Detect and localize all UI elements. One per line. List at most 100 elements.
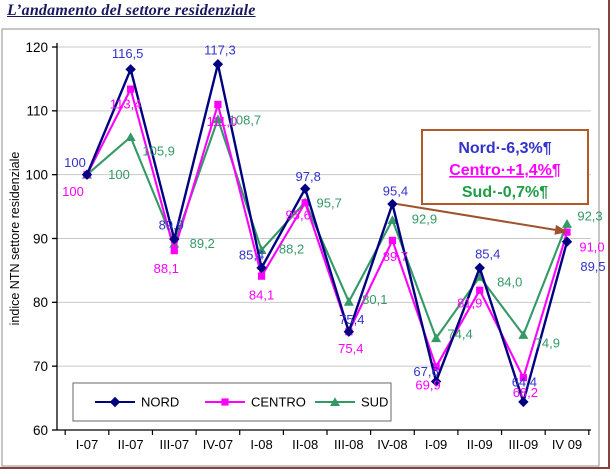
data-label: 64,4 — [512, 374, 537, 389]
x-tick-label: II-08 — [292, 437, 318, 452]
data-label: 95,6 — [286, 207, 311, 222]
data-point — [561, 236, 573, 247]
data-label: 75,4 — [338, 341, 363, 356]
data-point — [431, 333, 442, 343]
data-label: 113,4 — [110, 97, 142, 112]
data-point — [518, 396, 529, 408]
data-label: 81,9 — [457, 296, 482, 311]
data-label: 84,0 — [497, 274, 522, 289]
data-point — [127, 85, 135, 93]
data-point — [257, 272, 266, 280]
data-label: 74,4 — [447, 327, 472, 342]
x-tick-label: IV-08 — [377, 437, 407, 452]
data-labels: 100 116,5 89,9 117,3 85,4 97,8 75,4 95,4 67,6 85,… — [62, 43, 606, 400]
legend-item-nord: NORD — [95, 395, 179, 410]
data-point — [518, 330, 529, 339]
data-point — [387, 215, 398, 224]
data-label: 95,7 — [317, 196, 342, 211]
data-label: 68,2 — [513, 385, 538, 400]
data-point — [301, 199, 309, 207]
y-axis-title: indice NTN settore residenziale — [8, 152, 22, 326]
y-tick-label: 70 — [33, 359, 48, 374]
x-axis-ticks: I-07 II-07 III-07 IV-07 I-08 II-08 III-08 IV-08… — [64, 430, 590, 452]
data-label: 100 — [108, 167, 130, 182]
data-point — [343, 296, 354, 306]
data-point — [476, 286, 484, 294]
legend-label: NORD — [141, 395, 179, 410]
data-point — [519, 374, 527, 382]
data-label: 91,0 — [579, 240, 604, 255]
data-label: 92,9 — [412, 211, 437, 226]
data-point — [430, 376, 442, 387]
x-tick-label: III-07 — [159, 437, 189, 452]
x-tick-label: I-07 — [76, 437, 98, 452]
data-point — [474, 262, 485, 274]
y-tick-label: 110 — [26, 104, 48, 119]
data-label: 92,3 — [577, 208, 602, 223]
data-label: 69,9 — [415, 377, 440, 392]
x-tick-label: II-09 — [467, 437, 493, 452]
data-label: 100 — [64, 155, 86, 170]
data-label: 97,8 — [296, 169, 321, 184]
data-label: 117,3 — [204, 43, 236, 58]
data-label: 100 — [62, 184, 84, 199]
data-point — [330, 397, 340, 406]
data-label: 75,4 — [339, 312, 364, 327]
legend-label: CENTRO — [251, 395, 306, 410]
series-nord — [81, 59, 573, 408]
data-label: 80,1 — [362, 292, 387, 307]
data-label: 85,4 — [475, 246, 500, 261]
data-point — [109, 396, 121, 408]
data-label: 108,7 — [229, 113, 262, 128]
data-point — [125, 132, 136, 142]
legend-label: SUD — [361, 395, 388, 410]
y-tick-label: 120 — [25, 40, 48, 55]
annotation-line: Nord·-6,3%¶ — [458, 140, 551, 157]
data-label: 111,0 — [207, 114, 238, 129]
data-label: 88,2 — [279, 241, 304, 256]
page-title: L’andamento del settore residenziale — [7, 2, 256, 19]
data-point — [214, 100, 222, 109]
data-point — [212, 114, 223, 124]
y-axis-ticks: 60 70 80 90 100 110 120 — [25, 40, 57, 438]
data-point — [387, 198, 398, 210]
data-label: 74,9 — [535, 335, 560, 350]
data-label: 89,2 — [190, 236, 215, 251]
annotation-line: Sud·-0,7%¶ — [462, 184, 548, 201]
data-point — [388, 236, 397, 245]
x-tick-label: IV-07 — [203, 437, 233, 452]
legend: NORD CENTRO SUD — [72, 382, 392, 422]
data-point — [169, 233, 180, 245]
data-point — [212, 59, 224, 70]
x-tick-label: III-08 — [334, 437, 364, 452]
x-tick-label: III-09 — [509, 437, 539, 452]
y-tick-label: 100 — [25, 167, 48, 182]
data-point — [256, 262, 267, 274]
data-label: 89,9 — [159, 218, 184, 233]
y-tick-label: 60 — [33, 423, 48, 438]
legend-item-sud: SUD — [315, 395, 388, 410]
data-point — [221, 398, 229, 406]
x-tick-label: I-08 — [250, 437, 272, 452]
arrowhead-icon — [554, 224, 568, 235]
annotation-line: Centro·+1,4%¶ — [449, 162, 561, 179]
data-label: 84,1 — [249, 288, 274, 303]
data-point — [125, 64, 136, 75]
data-label: 116,5 — [112, 46, 144, 61]
x-tick-label: IV 09 — [552, 437, 582, 452]
data-label: 67,6 — [413, 364, 438, 379]
x-tick-label: II-07 — [118, 437, 144, 452]
data-label: 95,4 — [383, 184, 408, 199]
data-point — [432, 363, 440, 371]
x-tick-label: I-09 — [425, 437, 447, 452]
y-tick-label: 90 — [33, 231, 48, 246]
data-label: 89,7 — [383, 249, 408, 264]
data-label: 85,4 — [239, 247, 264, 262]
data-point — [343, 326, 355, 337]
annotation-box: Nord·-6,3%¶ Centro·+1,4%¶ Sud·-0,7%¶ — [421, 129, 589, 205]
data-label: 88,1 — [154, 261, 179, 276]
legend-item-centro: CENTRO — [205, 395, 306, 410]
data-point — [562, 219, 572, 228]
